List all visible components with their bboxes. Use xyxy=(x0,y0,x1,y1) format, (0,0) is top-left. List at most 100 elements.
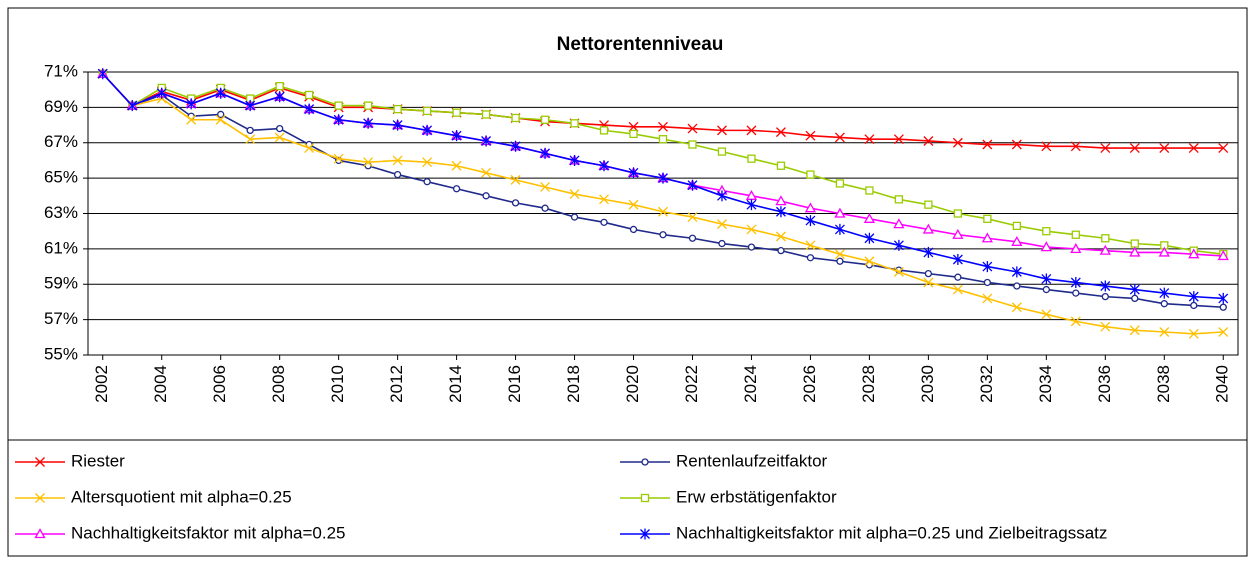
point xyxy=(1041,273,1052,285)
point xyxy=(804,202,817,213)
point xyxy=(422,124,433,136)
marker-shape xyxy=(1129,284,1140,296)
point xyxy=(893,218,905,229)
marker-shape xyxy=(836,257,844,265)
marker-shape xyxy=(1070,276,1081,288)
point xyxy=(834,249,845,260)
point xyxy=(540,147,551,159)
point xyxy=(923,246,934,258)
marker-shape xyxy=(982,139,993,150)
marker-shape xyxy=(806,254,815,262)
marker-shape xyxy=(452,185,461,193)
x-tick-label: 2018 xyxy=(564,365,583,403)
point xyxy=(1158,246,1170,257)
marker-shape xyxy=(510,140,521,152)
marker-shape xyxy=(392,155,403,166)
point xyxy=(835,179,845,188)
x-tick-label: 2010 xyxy=(328,365,347,403)
x-tick-label: 2028 xyxy=(859,365,878,403)
marker-shape xyxy=(1219,303,1227,311)
marker-shape xyxy=(864,134,875,145)
point xyxy=(1129,246,1141,257)
x-tick-label: 2024 xyxy=(741,365,760,403)
y-tick-label: 57% xyxy=(44,309,78,328)
point xyxy=(628,167,639,179)
marker-shape xyxy=(982,261,993,273)
point xyxy=(1041,141,1052,152)
point xyxy=(776,161,786,170)
point xyxy=(275,82,284,91)
point xyxy=(981,232,993,243)
marker-shape xyxy=(1011,139,1022,150)
x-tick-label: 2032 xyxy=(977,365,996,403)
marker-shape xyxy=(97,68,108,80)
marker-shape xyxy=(746,224,757,235)
point xyxy=(34,528,46,539)
marker-shape xyxy=(1160,300,1168,308)
point xyxy=(775,231,786,242)
legend-label: Nachhaltigkeitsfaktor mit alpha=0.25 xyxy=(71,523,346,542)
legend-label: Nachhaltigkeitsfaktor mit alpha=0.25 und… xyxy=(676,523,1107,542)
point xyxy=(805,130,816,141)
point xyxy=(217,110,225,119)
point xyxy=(304,103,315,115)
point xyxy=(1188,291,1199,303)
point xyxy=(717,147,727,156)
legend-entry: Rentenlaufzeitfaktor xyxy=(620,451,828,470)
point xyxy=(658,135,668,144)
x-tick-label: 2008 xyxy=(269,365,288,403)
point xyxy=(746,199,757,211)
point xyxy=(392,119,403,131)
y-tick-label: 71% xyxy=(44,61,78,80)
point xyxy=(747,154,756,163)
x-tick-label: 2026 xyxy=(800,365,819,403)
point xyxy=(688,234,697,242)
marker-shape xyxy=(600,218,608,226)
marker-shape xyxy=(864,232,875,244)
y-tick-label: 59% xyxy=(44,274,78,293)
marker-shape xyxy=(186,98,197,110)
marker-shape xyxy=(952,284,963,295)
marker-shape xyxy=(246,126,254,135)
point xyxy=(600,218,608,226)
marker-shape xyxy=(481,135,492,147)
point xyxy=(1101,292,1109,301)
marker-shape xyxy=(806,170,815,179)
point xyxy=(215,114,226,125)
point xyxy=(658,206,668,217)
marker-shape xyxy=(363,101,373,110)
marker-shape xyxy=(982,293,993,304)
marker-shape xyxy=(1101,292,1109,301)
point xyxy=(982,293,993,304)
marker-shape xyxy=(392,119,403,131)
marker-shape xyxy=(658,121,668,132)
point xyxy=(952,228,964,239)
marker-shape xyxy=(1042,285,1050,294)
point xyxy=(1071,230,1080,239)
point xyxy=(156,87,167,99)
marker-shape xyxy=(1190,301,1198,310)
point xyxy=(1072,289,1080,297)
marker-shape xyxy=(570,119,579,128)
point xyxy=(1188,328,1199,339)
point xyxy=(893,239,904,251)
point xyxy=(481,135,492,147)
marker-shape xyxy=(1099,244,1111,255)
marker-shape xyxy=(1130,239,1139,248)
marker-shape xyxy=(274,91,285,103)
marker-shape xyxy=(658,172,668,184)
marker-shape xyxy=(687,212,698,222)
point xyxy=(570,213,579,221)
y-tick-label: 55% xyxy=(44,344,78,363)
legend-entry: Altersquotient mit alpha=0.25 xyxy=(15,487,292,506)
legend-entry: Erw erbstätigenfaktor xyxy=(620,487,837,506)
point xyxy=(834,223,845,235)
point xyxy=(1131,294,1139,303)
marker-shape xyxy=(1218,143,1229,154)
marker-shape xyxy=(863,212,876,223)
marker-shape xyxy=(1012,221,1021,231)
point xyxy=(540,115,550,124)
marker-shape xyxy=(541,204,549,212)
marker-shape xyxy=(511,199,520,207)
x-tick-label: 2030 xyxy=(918,365,937,403)
